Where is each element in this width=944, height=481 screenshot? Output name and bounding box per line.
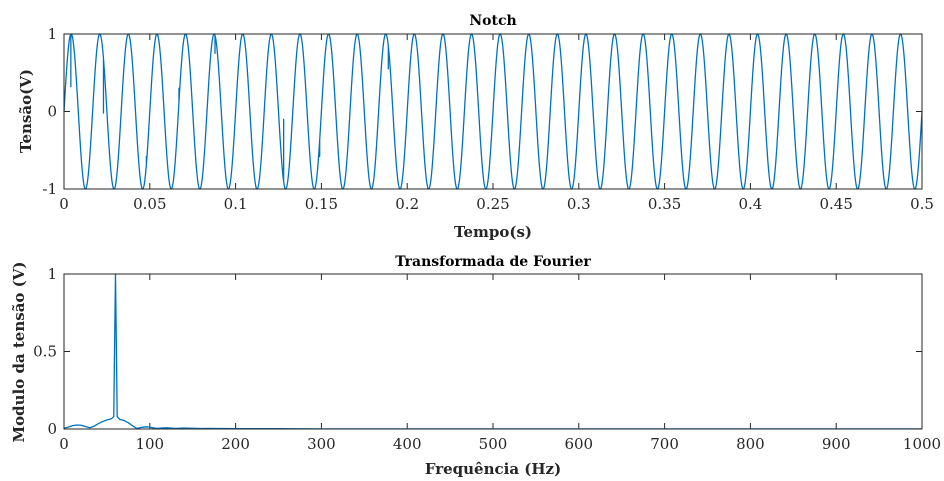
time-plot-x-tick-label: 0.05 — [133, 195, 166, 213]
time-plot-x-tick-label: 0.25 — [476, 195, 509, 213]
fft-plot-x-tick-label: 600 — [564, 435, 593, 453]
time-plot: Notch Tensão(V) Tempo(s) 0 0.05 0.1 0.15 0.2… — [17, 13, 934, 241]
time-plot-y-tick-label: 0 — [47, 103, 57, 121]
fft-plot-x-tick-label: 400 — [393, 435, 422, 453]
fft-plot-frame — [63, 273, 923, 430]
fft-plot-x-tick-label: 900 — [822, 435, 851, 453]
fft-plot-background — [64, 274, 922, 429]
time-plot-x-tick-label: 0.35 — [648, 195, 681, 213]
time-plot-x-ticks: 0 0.05 0.1 0.15 0.2 0.25 0.3 0.35 0.4 0.45 0.5 — [59, 34, 934, 213]
time-plot-title: Notch — [469, 13, 516, 29]
fft-plot-xlabel: Frequência (Hz) — [425, 460, 561, 478]
fft-plot-x-tick-label: 100 — [135, 435, 164, 453]
time-plot-x-tick-label: 0.3 — [567, 195, 591, 213]
time-plot-x-tick-label: 0.4 — [738, 195, 762, 213]
fft-plot-x-tick-label: 300 — [307, 435, 336, 453]
time-plot-x-tick-label: 0.1 — [224, 195, 248, 213]
fft-plot: Transformada de Fourier Modulo da tensão… — [10, 254, 941, 478]
fft-plot-ylabel: Modulo da tensão (V) — [10, 262, 28, 443]
time-plot-frame — [63, 33, 923, 190]
time-plot-x-tick-label: 0.5 — [910, 195, 934, 213]
fft-plot-x-ticks: 0 100 200 300 400 500 600 700 800 900 1000 — [59, 274, 941, 453]
time-plot-x-tick-label: 0.2 — [395, 195, 419, 213]
time-plot-y-tick-label: 1 — [47, 25, 57, 43]
time-plot-x-tick-label: 0.45 — [819, 195, 852, 213]
time-plot-x-tick-label: 0 — [59, 195, 69, 213]
time-plot-ylabel: Tensão(V) — [17, 69, 35, 153]
fft-plot-x-tick-label: 800 — [736, 435, 765, 453]
time-plot-xlabel: Tempo(s) — [454, 223, 532, 241]
fft-plot-x-tick-label: 500 — [479, 435, 508, 453]
fft-plot-y-tick-label: 0.5 — [33, 343, 57, 361]
fft-plot-title: Transformada de Fourier — [395, 254, 591, 270]
fft-plot-x-tick-label: 200 — [221, 435, 250, 453]
time-plot-y-tick-label: -1 — [42, 180, 57, 198]
fft-plot-y-tick-label: 0 — [47, 420, 57, 438]
fft-plot-x-tick-label: 1000 — [903, 435, 941, 453]
time-plot-x-tick-label: 0.15 — [305, 195, 338, 213]
time-plot-series-line — [63, 33, 923, 190]
fft-plot-x-tick-label: 0 — [59, 435, 69, 453]
fft-plot-y-tick-label: 1 — [47, 265, 57, 283]
fft-plot-x-tick-label: 700 — [650, 435, 679, 453]
